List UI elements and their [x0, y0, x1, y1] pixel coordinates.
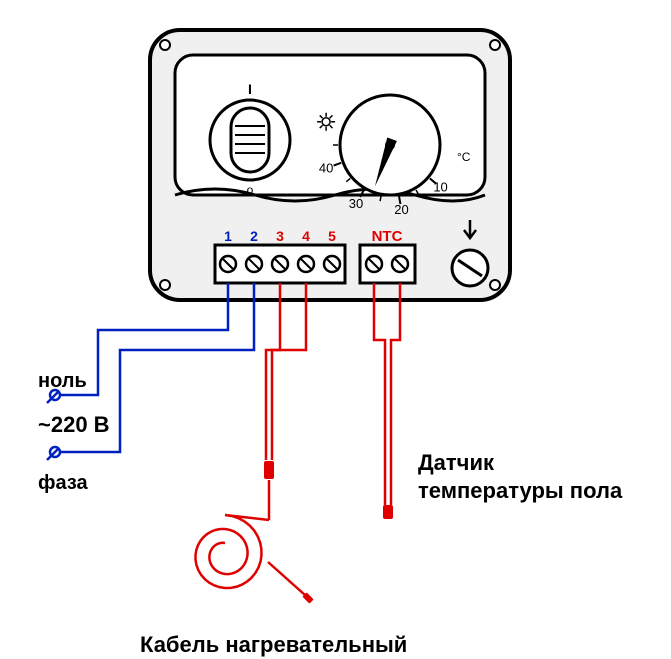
mounting-screw — [452, 250, 488, 286]
svg-text:40: 40 — [319, 160, 333, 175]
sensor-label-1: Датчик — [418, 450, 494, 476]
null-label: ноль — [38, 370, 87, 393]
voltage-label: ~220 В — [38, 412, 110, 438]
svg-text:30: 30 — [349, 196, 363, 211]
sensor-label-2: температуры пола — [418, 478, 622, 504]
svg-text:2: 2 — [250, 228, 258, 244]
heater-label: Кабель нагревательный — [140, 632, 407, 658]
svg-text:I: I — [248, 81, 252, 97]
svg-text:1: 1 — [224, 228, 232, 244]
svg-text:10: 10 — [433, 179, 447, 194]
svg-text:3: 3 — [276, 228, 284, 244]
wiring — [47, 283, 400, 604]
svg-text:°C: °C — [457, 150, 471, 164]
svg-text:NTC: NTC — [372, 228, 403, 245]
svg-text:o: o — [247, 183, 254, 197]
svg-text:20: 20 — [394, 202, 408, 217]
phase-label: фаза — [38, 472, 88, 495]
svg-text:5: 5 — [328, 228, 336, 244]
svg-text:4: 4 — [302, 228, 310, 244]
